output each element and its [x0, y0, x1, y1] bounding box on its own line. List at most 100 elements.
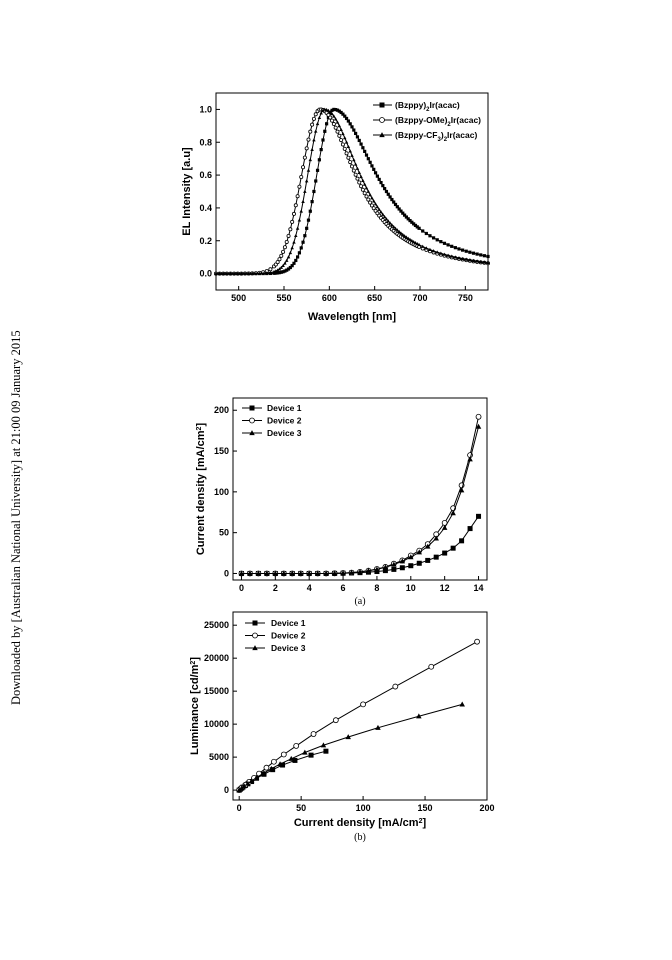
- data-point: [341, 112, 345, 116]
- y-tick-label: 200: [214, 405, 229, 415]
- data-point: [457, 256, 461, 260]
- data-point: [330, 118, 335, 123]
- data-point: [340, 570, 346, 576]
- data-point: [457, 247, 461, 251]
- data-point: [402, 213, 407, 217]
- data-point: [342, 146, 347, 151]
- plot-frame: [232, 397, 488, 581]
- data-point: [315, 168, 320, 172]
- data-point: [292, 757, 298, 763]
- data-point: [306, 168, 311, 172]
- data-point: [304, 179, 309, 183]
- data-point: [357, 180, 362, 185]
- data-point: [474, 638, 480, 645]
- data-point: [277, 257, 282, 262]
- x-tick-label: 600: [322, 293, 337, 303]
- data-point: [311, 116, 316, 121]
- data-point: [320, 742, 327, 748]
- data-point: [425, 557, 431, 563]
- data-point: [357, 170, 362, 175]
- data-point: [439, 251, 443, 255]
- data-point: [333, 117, 338, 121]
- data-point: [374, 566, 380, 572]
- data-point: [301, 199, 305, 203]
- data-point: [221, 271, 226, 275]
- series-3: [214, 107, 490, 275]
- plot-frame: [232, 611, 488, 801]
- data-point: [384, 217, 389, 221]
- data-point: [421, 229, 425, 233]
- data-point: [248, 778, 255, 784]
- data-point: [285, 268, 289, 272]
- series-line: [238, 703, 463, 791]
- data-point: [302, 155, 307, 160]
- data-point: [433, 535, 439, 541]
- y-tick-label: 10000: [204, 719, 229, 729]
- data-point: [397, 207, 401, 211]
- x-tick-label: 4: [307, 583, 312, 593]
- data-point: [247, 570, 253, 576]
- data-point: [399, 565, 405, 571]
- data-point: [261, 770, 267, 776]
- data-point: [265, 271, 269, 275]
- data-point: [268, 267, 273, 272]
- data-point: [439, 240, 443, 244]
- data-point: [289, 570, 296, 576]
- data-point: [392, 683, 399, 690]
- data-point: [296, 255, 300, 259]
- data-point: [420, 244, 425, 248]
- data-point: [261, 271, 265, 275]
- x-tick-label: 2: [273, 583, 278, 593]
- data-point: [317, 158, 321, 162]
- x-tick-label: 8: [374, 583, 379, 593]
- legend-marker: [379, 102, 385, 108]
- data-point: [404, 215, 408, 219]
- y-tick-label: 1.0: [199, 104, 212, 114]
- data-point: [391, 224, 396, 229]
- data-point: [382, 564, 389, 570]
- data-point: [354, 131, 358, 136]
- data-point: [295, 226, 300, 230]
- data-point: [404, 235, 409, 239]
- data-point: [292, 240, 296, 244]
- data-point: [355, 135, 360, 139]
- data-point: [371, 206, 376, 211]
- data-point: [475, 423, 482, 429]
- data-point: [382, 568, 388, 574]
- data-point: [337, 133, 342, 138]
- data-point: [319, 111, 323, 115]
- data-point: [482, 254, 486, 258]
- data-point: [290, 264, 294, 268]
- data-point: [283, 261, 287, 265]
- data-point: [281, 263, 285, 268]
- data-point: [424, 246, 429, 250]
- data-point: [346, 119, 350, 123]
- x-tick-label: 0: [237, 803, 242, 813]
- data-point: [281, 570, 287, 576]
- data-point: [314, 570, 321, 576]
- data-point: [272, 271, 276, 275]
- data-point: [264, 570, 270, 576]
- data-point: [297, 251, 302, 255]
- data-point: [301, 240, 305, 244]
- data-point: [284, 239, 289, 244]
- data-point: [393, 226, 398, 230]
- data-point: [268, 270, 273, 275]
- data-point: [450, 244, 454, 248]
- data-point: [446, 253, 450, 257]
- data-point: [324, 107, 329, 112]
- data-point: [275, 260, 280, 265]
- data-point: [364, 153, 369, 157]
- data-point: [377, 177, 381, 182]
- data-point: [411, 239, 416, 244]
- data-point: [408, 237, 412, 241]
- data-point: [353, 162, 358, 166]
- y-axis-title: Current density [mA/cm2]: [195, 423, 207, 556]
- data-point: [225, 271, 229, 275]
- data-point: [331, 122, 336, 127]
- data-point: [390, 197, 394, 202]
- legend-marker: [252, 632, 258, 639]
- data-point: [277, 267, 282, 271]
- data-point: [368, 160, 372, 164]
- data-point: [328, 110, 332, 114]
